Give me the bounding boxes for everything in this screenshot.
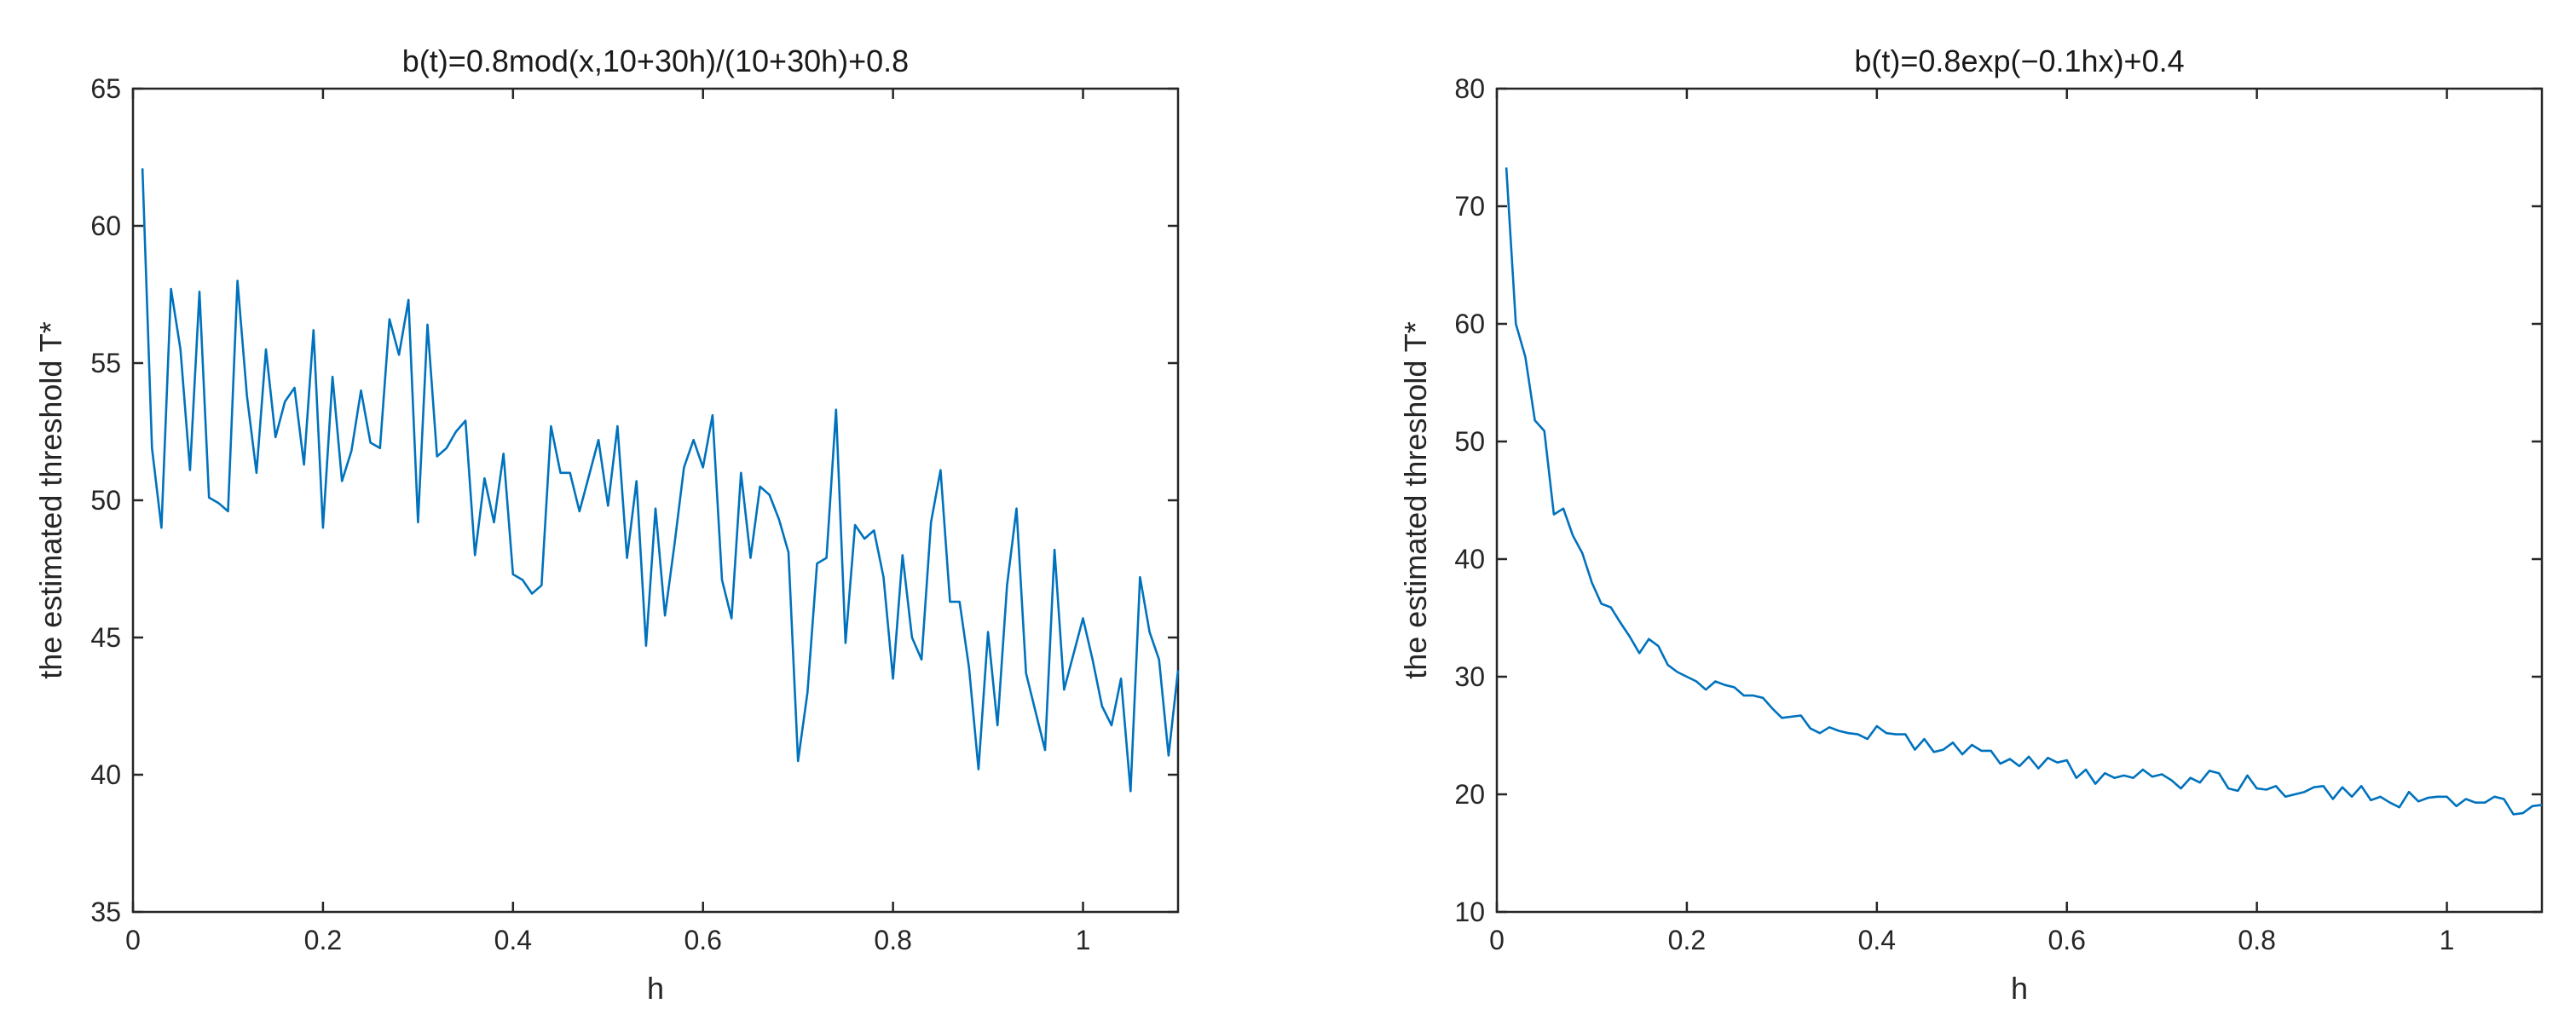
plot-area-left bbox=[131, 87, 1180, 914]
x-tick-label: 0.4 bbox=[1858, 925, 1896, 955]
chart-title-left: b(t)=0.8mod(x,10+30h)/(10+30h)+0.8 bbox=[402, 43, 909, 78]
chart-left: b(t)=0.8mod(x,10+30h)/(10+30h)+0.8 h the… bbox=[33, 43, 1180, 1006]
x-axis-label-left: h bbox=[647, 971, 664, 1006]
y-tick-label: 60 bbox=[90, 211, 121, 241]
chart-right: b(t)=0.8exp(−0.1hx)+0.4 h the estimated … bbox=[1398, 43, 2544, 1006]
x-tick-label: 1 bbox=[2440, 925, 2455, 955]
y-tick-label: 40 bbox=[1454, 544, 1485, 574]
x-tick-label: 0.8 bbox=[2238, 925, 2275, 955]
plot-area-right bbox=[1495, 87, 2544, 914]
y-axis-label-right: the estimated threshold T* bbox=[1398, 321, 1433, 679]
ticks-right: 0 0.2 0.4 0.6 0.8 1 10 20 30 40 50 60 70 80 bbox=[1454, 73, 2542, 955]
y-axis-label-left: the estimated threshold T* bbox=[33, 321, 68, 679]
x-tick-label: 0.6 bbox=[2048, 925, 2085, 955]
y-tick-label: 30 bbox=[1454, 661, 1485, 692]
y-tick-label: 35 bbox=[90, 897, 121, 927]
y-tick-label: 50 bbox=[90, 485, 121, 516]
y-tick-label: 70 bbox=[1454, 191, 1485, 222]
x-tick-label: 0.8 bbox=[874, 925, 911, 955]
series-line bbox=[141, 168, 1180, 793]
x-tick-label: 0.6 bbox=[684, 925, 721, 955]
chart-title-right: b(t)=0.8exp(−0.1hx)+0.4 bbox=[1854, 43, 2184, 78]
ticks-left: 0 0.2 0.4 0.6 0.8 1 35 40 45 50 55 60 65 bbox=[90, 73, 1178, 955]
y-tick-label: 80 bbox=[1454, 73, 1485, 104]
series-right bbox=[1505, 167, 2543, 816]
series-line bbox=[1505, 167, 2543, 816]
x-axis-label-right: h bbox=[2011, 971, 2028, 1006]
y-tick-label: 40 bbox=[90, 759, 121, 790]
y-tick-label: 65 bbox=[90, 73, 121, 104]
y-tick-label: 20 bbox=[1454, 779, 1485, 810]
series-left bbox=[141, 168, 1180, 793]
y-tick-label: 60 bbox=[1454, 309, 1485, 339]
x-tick-label: 0 bbox=[1489, 925, 1505, 955]
x-tick-label: 0.2 bbox=[304, 925, 342, 955]
x-tick-label: 0 bbox=[125, 925, 141, 955]
y-tick-label: 55 bbox=[90, 348, 121, 378]
x-tick-label: 0.2 bbox=[1668, 925, 1706, 955]
y-tick-label: 45 bbox=[90, 622, 121, 653]
x-tick-label: 0.4 bbox=[494, 925, 532, 955]
y-tick-label: 10 bbox=[1454, 897, 1485, 927]
x-tick-label: 1 bbox=[1076, 925, 1091, 955]
y-tick-label: 50 bbox=[1454, 426, 1485, 457]
